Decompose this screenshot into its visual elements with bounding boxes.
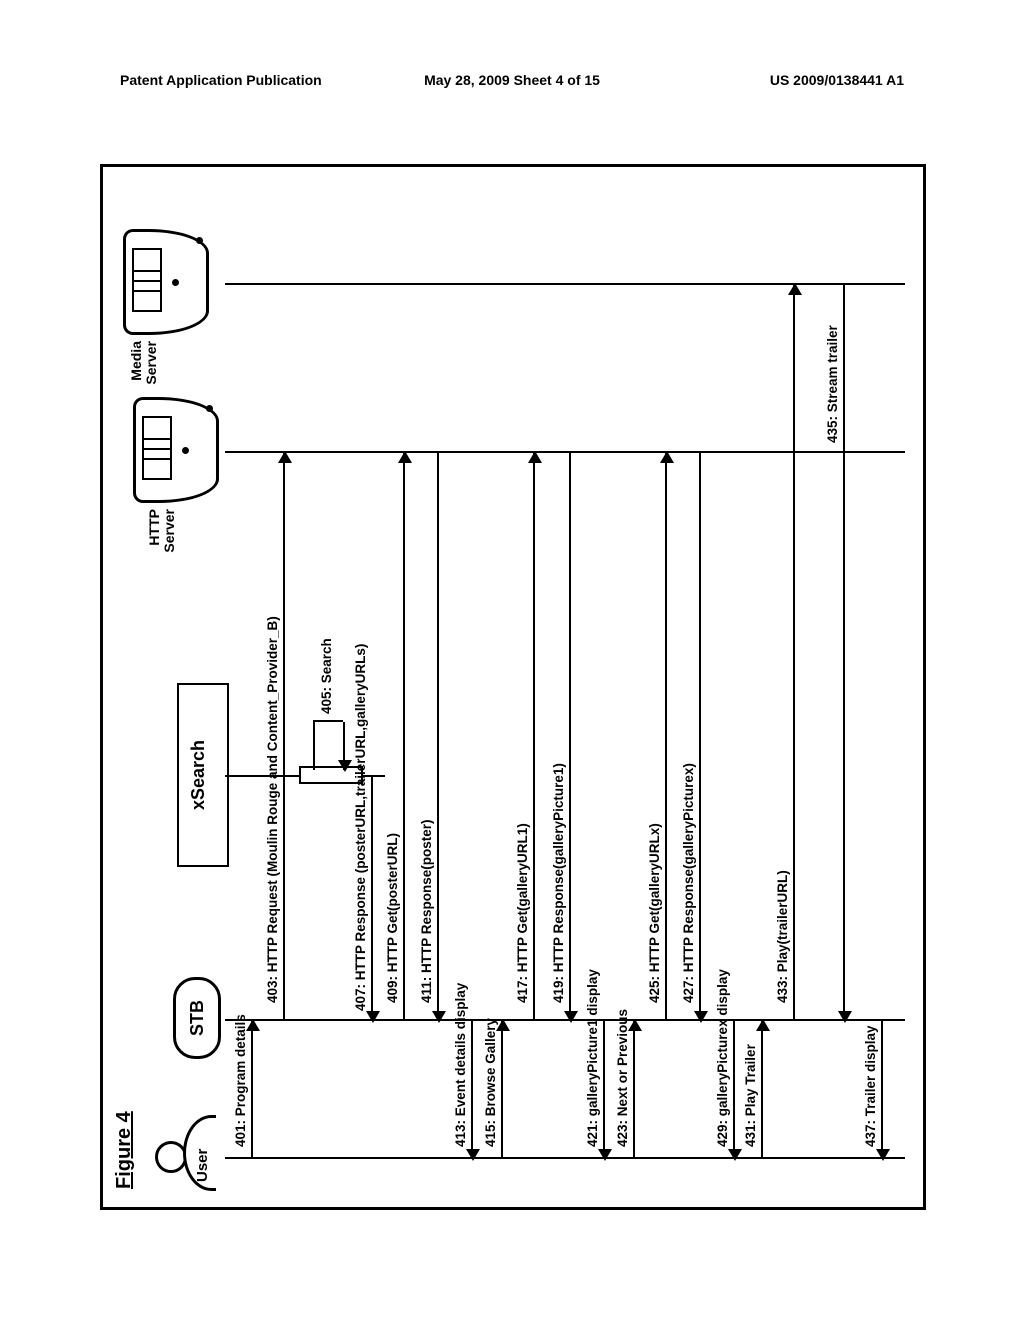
server-slots-icon: [132, 248, 162, 312]
server-icon: [123, 229, 209, 335]
message-arrow: [843, 285, 845, 1021]
message-arrow: [699, 453, 701, 1021]
message-label: 425: HTTP Get(galleryURLx): [647, 823, 662, 1003]
lifeline-user: [225, 1157, 905, 1159]
message-label: 435: Stream trailer: [825, 325, 840, 443]
media-server-actor: Media Server: [123, 235, 203, 335]
message-label: 429: galleryPicturex display: [715, 969, 730, 1147]
message-label: 405: Search: [319, 638, 334, 714]
diagram-viewport: Figure 4 User STB xSearch: [100, 170, 920, 1210]
message-label: 415: Browse Gallery: [483, 1018, 498, 1147]
message-arrow: [793, 285, 795, 1021]
header-center: May 28, 2009 Sheet 4 of 15: [424, 72, 600, 88]
message-arrow: [881, 1021, 883, 1159]
stb-actor: STB: [173, 977, 221, 1059]
xsearch-actor: xSearch: [177, 683, 229, 867]
message-arrow: [761, 1021, 763, 1159]
message-arrow: [603, 1021, 605, 1159]
message-arrow: [633, 1021, 635, 1159]
lifeline-http: [225, 451, 905, 453]
message-arrow: [665, 453, 667, 1021]
server-slots-icon: [142, 416, 172, 480]
media-server-label: Media Server: [129, 341, 160, 395]
message-label: 401: Program details: [233, 1014, 248, 1147]
message-label: 431: Play Trailer: [743, 1044, 758, 1147]
lifeline-media: [225, 283, 905, 285]
message-label: 417: HTTP Get(galleryURL1): [515, 823, 530, 1003]
server-icon: [133, 397, 219, 503]
header-right: US 2009/0138441 A1: [770, 72, 904, 88]
xsearch-label: xSearch: [188, 740, 208, 810]
message-arrow: [313, 722, 315, 770]
message-arrow: [733, 1021, 735, 1159]
message-arrow: [371, 777, 373, 1021]
page: Patent Application Publication May 28, 2…: [0, 0, 1024, 1320]
message-label: 427: HTTP Response(galleryPicturex): [681, 763, 696, 1003]
message-arrow: [569, 453, 571, 1021]
message-label: 409: HTTP Get(posterURL): [385, 833, 400, 1003]
sequence-diagram: Figure 4 User STB xSearch: [100, 164, 926, 1210]
message-label: 403: HTTP Request (Moulin Rouge and Cont…: [265, 616, 280, 1003]
message-arrow: [437, 453, 439, 1021]
message-label: 407: HTTP Response (posterURL,trailerURL…: [353, 644, 368, 1011]
message-label: 423: Next or Previous: [615, 1009, 630, 1147]
message-arrow: [403, 453, 405, 1021]
message-arrow: [471, 1021, 473, 1159]
message-arrow: [313, 720, 343, 722]
stb-label: STB: [187, 1000, 207, 1036]
message-label: 433: Play(trailerURL): [775, 870, 790, 1003]
message-label: 413: Event details display: [453, 983, 468, 1147]
http-server-actor: HTTP Server: [133, 403, 213, 503]
message-label: 421: galleryPicture1 display: [585, 969, 600, 1147]
message-arrow: [533, 453, 535, 1021]
message-label: 411: HTTP Response(poster): [419, 819, 434, 1003]
message-arrow: [283, 453, 285, 1021]
http-server-label: HTTP Server: [147, 509, 178, 559]
message-label: 419: HTTP Response(galleryPicture1): [551, 763, 566, 1003]
message-arrow: [501, 1021, 503, 1159]
message-arrow: [343, 722, 345, 770]
user-actor: User: [183, 1115, 216, 1191]
header-left: Patent Application Publication: [120, 72, 322, 88]
message-arrow: [251, 1021, 253, 1159]
user-label: User: [194, 1149, 211, 1182]
message-label: 437: Trailer display: [863, 1025, 878, 1147]
figure-label: Figure 4: [113, 1111, 136, 1189]
